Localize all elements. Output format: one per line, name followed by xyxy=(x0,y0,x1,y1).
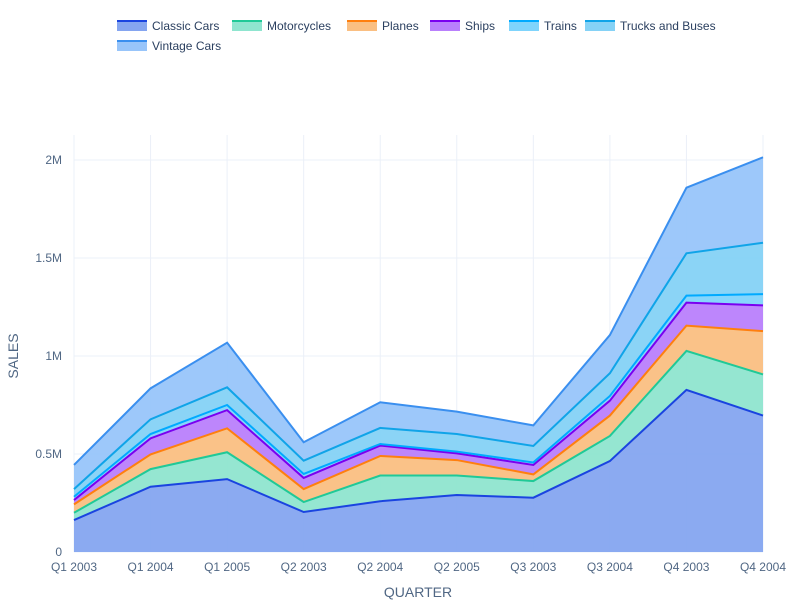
area-trucks-and-buses xyxy=(74,242,763,497)
y-axis-title: SALES xyxy=(5,333,21,378)
y-tick-label: 1M xyxy=(45,349,62,363)
y-tick-label: 2M xyxy=(45,153,62,167)
x-tick-label: Q3 2004 xyxy=(587,560,633,574)
legend-swatch xyxy=(430,21,460,31)
legend-swatch xyxy=(509,21,539,31)
y-tick-label: 1.5M xyxy=(35,251,62,265)
legend-label: Classic Cars xyxy=(152,19,219,33)
legend-label: Motorcycles xyxy=(267,19,331,33)
legend-label: Trains xyxy=(544,19,577,33)
legend-item-ships[interactable]: Ships xyxy=(430,19,495,33)
areas xyxy=(74,157,763,552)
x-tick-label: Q4 2003 xyxy=(663,560,709,574)
series-lines xyxy=(73,156,764,521)
legend-swatch xyxy=(347,21,377,31)
legend-label: Ships xyxy=(465,19,495,33)
legend-label: Planes xyxy=(382,19,419,33)
line-motorcycles xyxy=(73,349,764,514)
x-tick-label: Q1 2005 xyxy=(204,560,250,574)
legend-item-motorcycles[interactable]: Motorcycles xyxy=(232,19,331,33)
legend-item-vintage-cars[interactable]: Vintage Cars xyxy=(117,39,221,53)
line-planes xyxy=(73,324,764,506)
legend-item-trains[interactable]: Trains xyxy=(509,19,577,33)
x-tick-label: Q4 2004 xyxy=(740,560,786,574)
legend-item-planes[interactable]: Planes xyxy=(347,19,419,33)
x-tick-labels: Q1 2003 Q1 2004 Q1 2005 Q2 2003 Q2 2004 Q2 20… xyxy=(51,560,786,574)
y-tick-label: 0.5M xyxy=(35,447,62,461)
legend-item-classic-cars[interactable]: Classic Cars xyxy=(117,19,219,33)
x-tick-label: Q2 2004 xyxy=(357,560,403,574)
x-tick-label: Q2 2005 xyxy=(434,560,480,574)
legend-swatch xyxy=(117,41,147,51)
area-vintage-cars xyxy=(74,157,763,490)
line-ships xyxy=(73,301,764,501)
legend-label: Trucks and Buses xyxy=(620,19,716,33)
area-ships xyxy=(74,302,763,505)
legend-swatch xyxy=(232,21,262,31)
area-motorcycles xyxy=(74,350,763,521)
y-tick-label: 0 xyxy=(55,545,62,559)
legend-item-trucks-and-buses[interactable]: Trucks and Buses xyxy=(585,19,716,33)
x-tick-label: Q3 2003 xyxy=(510,560,556,574)
x-axis-title: QUARTER xyxy=(384,584,452,600)
x-tick-label: Q1 2003 xyxy=(51,560,97,574)
line-trucks-and-buses xyxy=(73,241,764,490)
legend-label: Vintage Cars xyxy=(152,39,221,53)
area-classic-cars xyxy=(74,389,763,552)
y-tick-labels: 0 0.5M 1M 1.5M 2M xyxy=(35,153,62,559)
x-tick-label: Q1 2004 xyxy=(128,560,174,574)
x-tick-label: Q2 2003 xyxy=(281,560,327,574)
line-vintage-cars xyxy=(73,156,764,466)
legend-swatch xyxy=(585,21,615,31)
line-trains xyxy=(73,293,764,498)
legend: Classic Cars Motorcycles Planes Ships Trains… xyxy=(117,19,716,53)
line-classic-cars xyxy=(73,388,764,521)
legend-swatch xyxy=(117,21,147,31)
